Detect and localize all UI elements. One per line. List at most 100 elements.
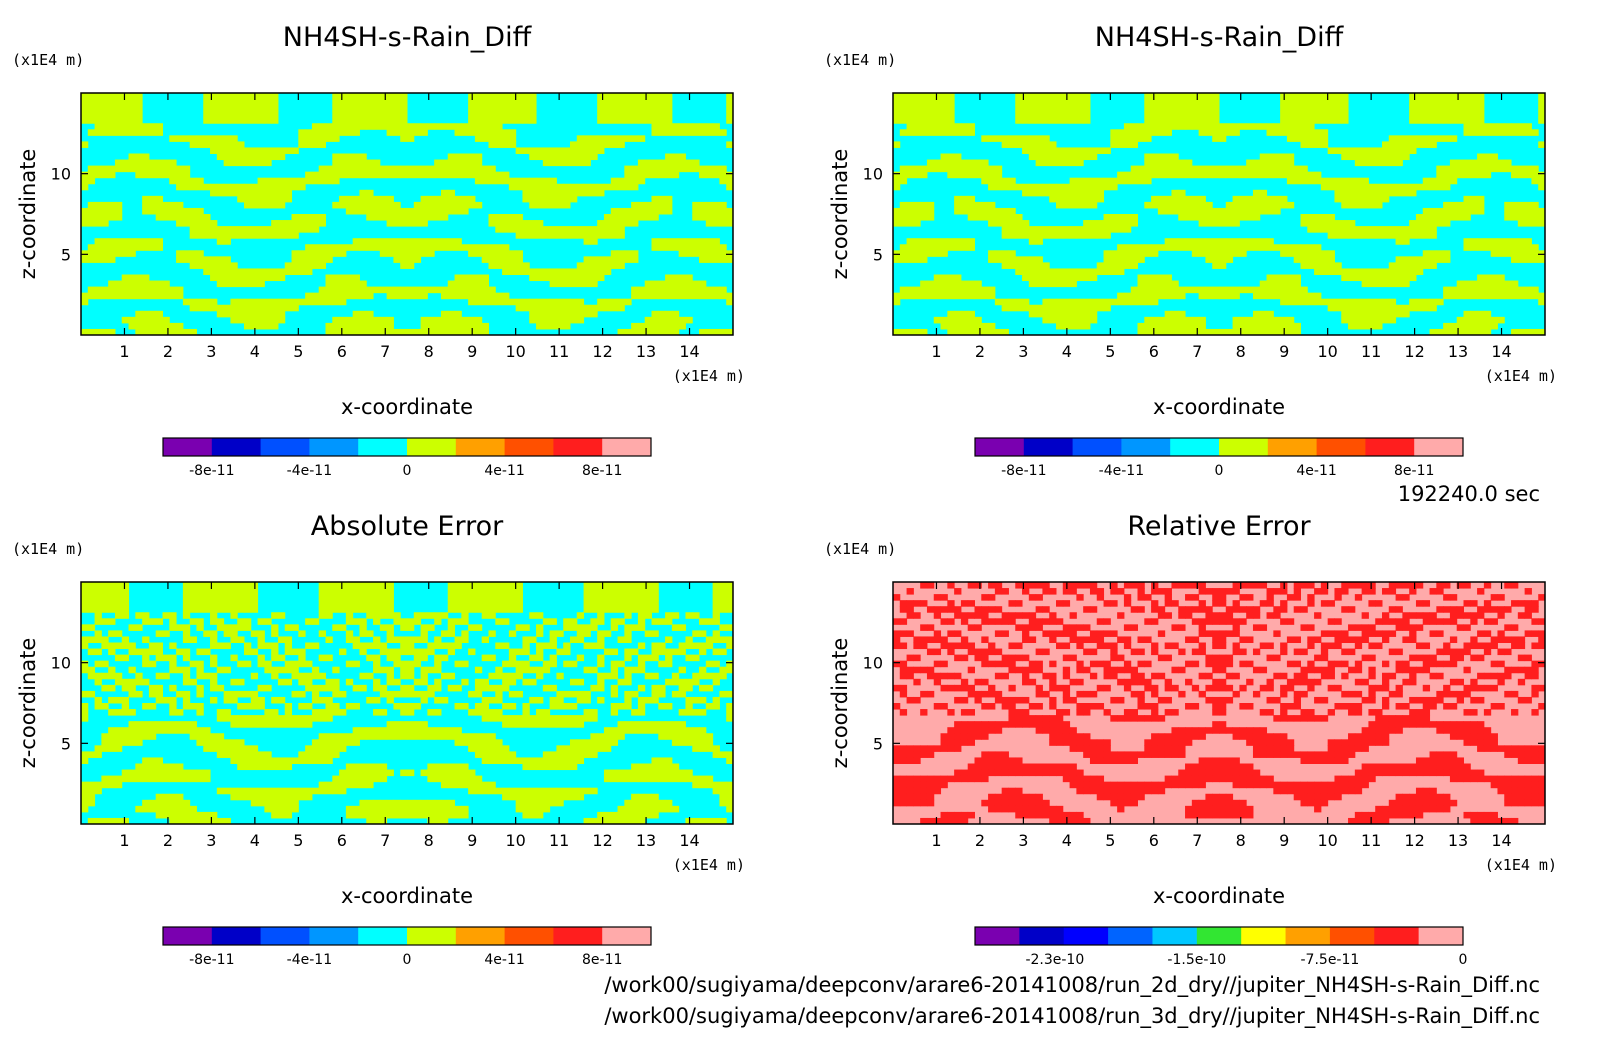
- heatmap-cell: [671, 129, 680, 136]
- heatmap-cell: [114, 105, 123, 112]
- heatmap-cell: [542, 721, 551, 728]
- heatmap-cell: [940, 316, 948, 324]
- heatmap-cell: [148, 316, 157, 324]
- heatmap-cell: [420, 238, 428, 245]
- heatmap-cell: [651, 757, 659, 764]
- heatmap-cell: [332, 594, 340, 601]
- heatmap-cell: [400, 636, 408, 643]
- heatmap-cell: [1259, 244, 1268, 251]
- heatmap-cell: [366, 763, 374, 771]
- y-tick-label: 5: [61, 245, 71, 264]
- heatmap-cell: [1422, 232, 1431, 239]
- heatmap-cell: [216, 99, 225, 106]
- heatmap-cell: [1117, 244, 1125, 251]
- heatmap-cell: [182, 171, 191, 179]
- heatmap-cell: [1252, 171, 1261, 179]
- heatmap-cell: [1089, 310, 1098, 318]
- heatmap-cell: [108, 105, 116, 112]
- heatmap-cell: [597, 117, 605, 124]
- heatmap-cell: [1089, 183, 1098, 191]
- heatmap-cell: [379, 123, 388, 130]
- heatmap-cell: [570, 310, 578, 318]
- heatmap-cell: [570, 298, 578, 306]
- heatmap-cell: [203, 304, 211, 312]
- heatmap-cell: [536, 322, 544, 330]
- heatmap-cell: [624, 117, 632, 124]
- heatmap-cell: [1022, 105, 1030, 112]
- heatmap-cell: [1388, 226, 1397, 233]
- heatmap-cell: [906, 201, 914, 209]
- heatmap-cell: [1171, 292, 1179, 300]
- heatmap-cell: [400, 666, 408, 674]
- heatmap-cell: [237, 715, 245, 722]
- heatmap-cell: [1056, 322, 1064, 330]
- heatmap-cell: [1382, 304, 1390, 312]
- heatmap-cell: [250, 232, 259, 239]
- heatmap-cell: [1062, 304, 1071, 312]
- heatmap-cell: [529, 195, 537, 203]
- heatmap-cell: [468, 648, 476, 656]
- heatmap-cell: [726, 715, 734, 722]
- heatmap-cell: [81, 751, 89, 758]
- heatmap-cell: [705, 171, 714, 179]
- heatmap-cell: [1409, 256, 1417, 263]
- heatmap-cell: [108, 250, 116, 257]
- heatmap-cell: [1212, 99, 1220, 106]
- heatmap-cell: [237, 757, 245, 764]
- heatmap-cell: [488, 99, 496, 106]
- heatmap-cell: [522, 177, 530, 185]
- heatmap-cell: [325, 298, 333, 306]
- heatmap-cell: [1022, 256, 1030, 263]
- heatmap-cell: [671, 310, 680, 318]
- heatmap-cell: [981, 201, 989, 209]
- heatmap-cell: [685, 316, 693, 324]
- heatmap-cell: [332, 298, 340, 306]
- heatmap-cell: [196, 226, 204, 233]
- heatmap-cell: [1429, 135, 1437, 142]
- heatmap-cell: [434, 684, 442, 692]
- heatmap-cell: [189, 328, 197, 336]
- heatmap-cell: [427, 733, 435, 740]
- heatmap-cell: [1232, 292, 1240, 300]
- heatmap-cell: [712, 286, 720, 294]
- heatmap-cell: [699, 684, 707, 692]
- heatmap-cell: [1083, 195, 1091, 203]
- heatmap-cell: [1232, 238, 1240, 245]
- heatmap-cell: [1517, 250, 1526, 257]
- heatmap-cell: [413, 165, 422, 173]
- heatmap-cell: [1198, 195, 1206, 203]
- heatmap-cell: [189, 177, 197, 185]
- heatmap-cell: [529, 696, 537, 704]
- heatmap-cell: [366, 171, 374, 179]
- heatmap-cell: [1178, 310, 1186, 318]
- heatmap-cell: [427, 165, 435, 173]
- heatmap-cell: [244, 624, 252, 631]
- heatmap-cell: [461, 171, 469, 179]
- heatmap-cell: [981, 159, 989, 167]
- heatmap-cell: [665, 310, 673, 318]
- heatmap-cell: [1538, 328, 1546, 336]
- heatmap-cell: [1185, 316, 1193, 324]
- heatmap-cell: [244, 642, 252, 650]
- heatmap-cell: [386, 214, 394, 221]
- heatmap-cell: [583, 739, 591, 746]
- heatmap-cell: [658, 159, 666, 167]
- heatmap-cell: [1388, 135, 1397, 142]
- heatmap-cell: [264, 322, 272, 330]
- heatmap-cell: [556, 648, 564, 656]
- heatmap-cell: [94, 201, 102, 209]
- heatmap-cell: [1504, 129, 1512, 136]
- heatmap-cell: [332, 703, 340, 710]
- heatmap-cell: [1022, 298, 1030, 306]
- heatmap-cell: [658, 123, 666, 130]
- heatmap-cell: [913, 328, 921, 336]
- heatmap-cell: [468, 624, 476, 631]
- heatmap-cell: [1334, 183, 1342, 191]
- heatmap-cell: [94, 93, 102, 100]
- heatmap-cell: [128, 105, 136, 112]
- heatmap-cell: [529, 232, 537, 239]
- heatmap-cell: [291, 268, 299, 275]
- heatmap-cell: [1008, 220, 1016, 227]
- heatmap-cell: [468, 286, 476, 294]
- heatmap-cell: [277, 715, 286, 722]
